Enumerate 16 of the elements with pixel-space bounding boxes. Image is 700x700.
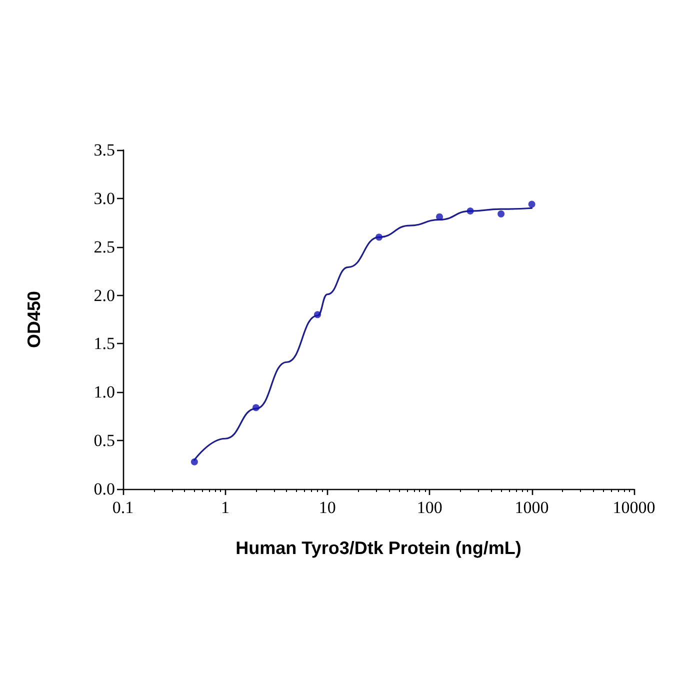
- y-axis-title: OD450: [24, 290, 44, 348]
- y-tick-label: 1.0: [94, 382, 115, 402]
- y-tick-label: 2.0: [94, 286, 115, 305]
- x-axis-title: Human Tyro3/Dtk Protein (ng/mL): [236, 538, 522, 558]
- y-tick-label: 3.5: [94, 140, 115, 160]
- x-tick-label: 10000: [612, 498, 656, 517]
- x-tick-label: 1000: [514, 498, 549, 517]
- y-tick-label: 2.5: [94, 237, 115, 256]
- x-tick-label: 10: [318, 498, 336, 517]
- y-tick-label: 0.5: [94, 431, 115, 450]
- x-tick-label: 100: [416, 498, 442, 517]
- x-tick-label: 1: [220, 498, 230, 517]
- x-tick-label: 0.1: [112, 498, 134, 517]
- y-tick-label: 0.0: [94, 480, 115, 498]
- y-tick-label: 1.5: [94, 334, 115, 354]
- y-tick-label: 3.0: [94, 188, 115, 208]
